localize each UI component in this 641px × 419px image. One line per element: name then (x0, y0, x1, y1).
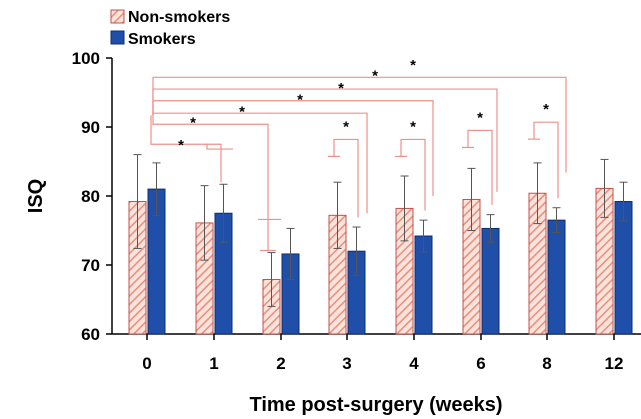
x-axis-ticks: 0 1 2 3 4 6 8 12 (142, 334, 623, 373)
x-axis-title: Time post-surgery (weeks) (249, 394, 502, 416)
bar-smokers-6 (481, 227, 500, 335)
y-tick-label: 100 (72, 49, 100, 68)
significance-star: * (297, 92, 303, 109)
y-tick-label: 90 (81, 118, 100, 137)
x-tick-label: 2 (276, 354, 285, 373)
legend-label-non-smokers: Non-smokers (128, 9, 230, 26)
y-axis-ticks: 60 70 80 90 100 (72, 49, 112, 344)
x-tick-label: 0 (142, 354, 151, 373)
x-tick-label: 6 (476, 354, 485, 373)
significance-bracket (206, 143, 233, 150)
y-tick-label: 60 (81, 325, 100, 344)
x-tick-label: 12 (605, 354, 624, 373)
y-tick-label: 70 (81, 256, 100, 275)
significance-bracket (152, 112, 368, 214)
significance-star: * (543, 101, 549, 118)
bar-smokers-12 (614, 201, 633, 335)
significance-bracket (152, 115, 269, 252)
significance-bracket (400, 138, 426, 211)
significance-star: * (239, 103, 245, 120)
significance-star: * (343, 118, 349, 135)
significance-star: * (338, 80, 344, 97)
legend: Non-smokers Smokers (110, 9, 230, 48)
x-tick-label: 1 (209, 354, 218, 373)
x-tick-label: 8 (542, 354, 551, 373)
significance-star: * (372, 67, 378, 84)
bars (128, 154, 633, 335)
significance-bracket (152, 88, 498, 192)
x-tick-label: 3 (342, 354, 351, 373)
significance-bracket (333, 138, 359, 218)
significance-star: * (477, 110, 483, 127)
legend-swatch-smokers (110, 30, 125, 45)
y-tick-label: 80 (81, 187, 100, 206)
significance-star: * (410, 118, 416, 135)
significance-brackets: * * * * * * * * * * * (150, 57, 567, 252)
significance-bracket (150, 115, 222, 183)
significance-bracket (152, 76, 567, 173)
significance-star: * (178, 137, 184, 154)
significance-bracket (467, 129, 493, 205)
y-axis-title: ISQ (25, 179, 47, 213)
significance-star: * (190, 114, 196, 131)
legend-swatch-non-smokers (110, 9, 125, 24)
legend-label-smokers: Smokers (128, 31, 196, 48)
significance-star: * (410, 57, 416, 74)
bar-smokers-8 (547, 219, 566, 335)
x-tick-label: 4 (409, 354, 419, 373)
significance-bracket (533, 121, 559, 199)
